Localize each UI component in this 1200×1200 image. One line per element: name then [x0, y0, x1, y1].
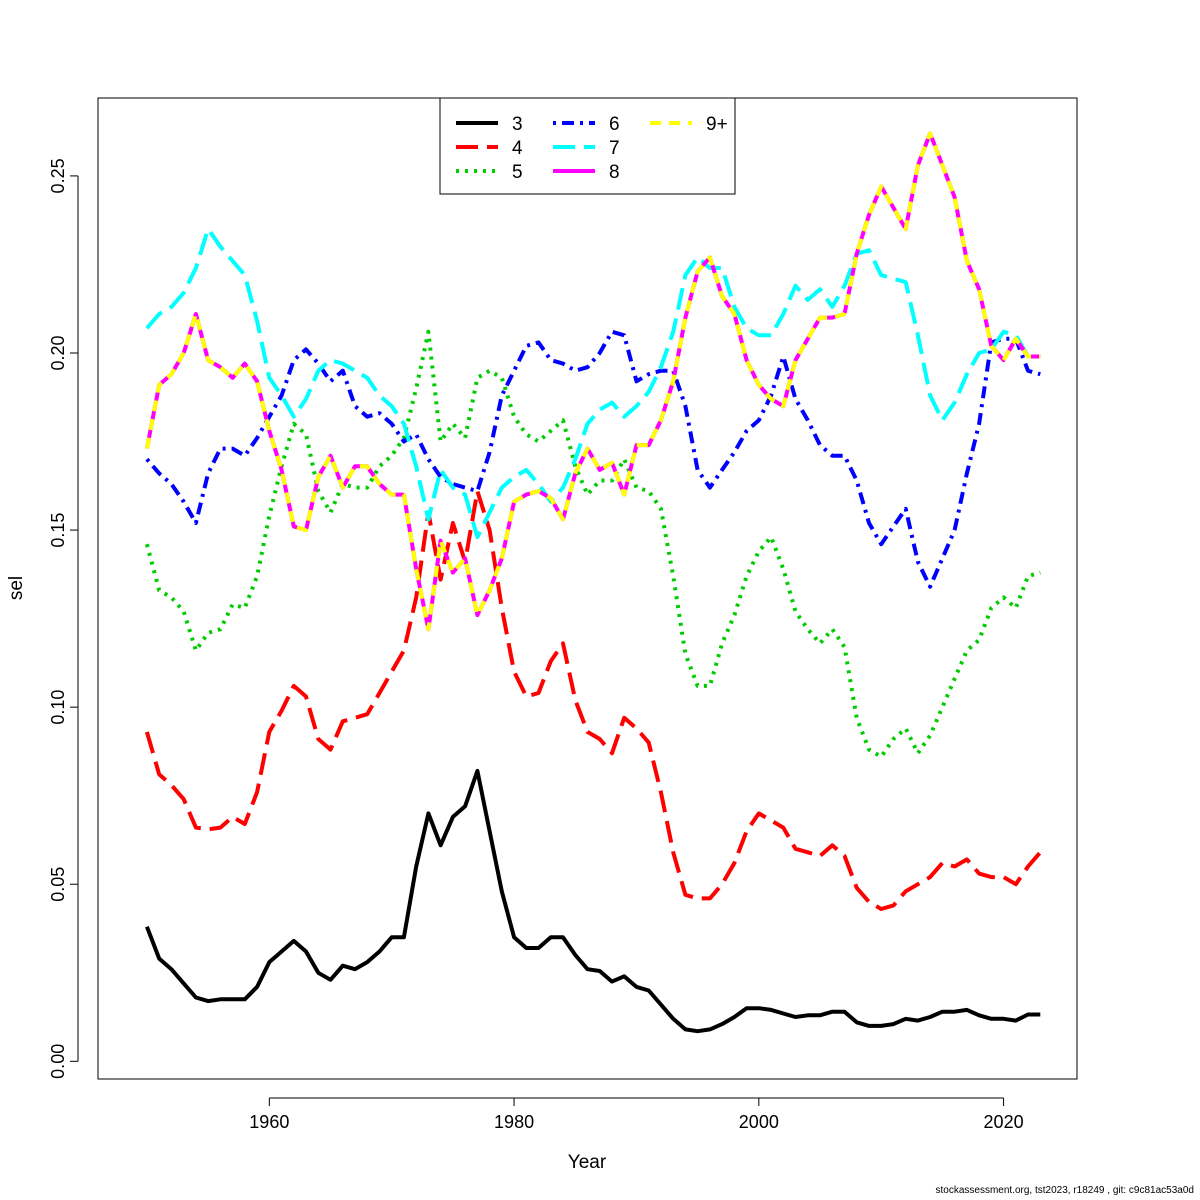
series-line-5: [144, 329, 1041, 759]
y-tick-label: 0.00: [48, 1044, 68, 1079]
series-line-8: [144, 131, 1041, 632]
series-line-3: [145, 768, 1041, 1034]
y-axis-title: sel: [6, 576, 27, 600]
series-line-6: [145, 329, 1041, 589]
y-axis: 0.00 0.05 0.10 0.15 0.20 0.25: [48, 158, 79, 1079]
x-axis-title: Year: [568, 1152, 607, 1173]
footer-credit: stockassessment.org, tst2023, r18249 , g…: [935, 1185, 1195, 1196]
y-tick-label: 0.05: [48, 867, 68, 902]
y-tick-label: 0.15: [48, 513, 68, 548]
legend-label: 6: [609, 114, 620, 135]
legend-label: 5: [512, 162, 523, 183]
series-line-9plus: [144, 131, 1041, 632]
legend-label: 9+: [706, 114, 728, 135]
y-tick-label: 0.25: [48, 158, 68, 193]
legend-label: 7: [609, 138, 620, 159]
x-tick-label: 2020: [984, 1112, 1024, 1132]
x-tick-label: 1960: [249, 1112, 289, 1132]
legend-label: 4: [512, 138, 523, 159]
x-tick-label: 1980: [494, 1112, 534, 1132]
y-tick-label: 0.20: [48, 335, 68, 370]
x-axis: 1960 1980 2000 2020: [249, 1097, 1024, 1132]
legend-label: 3: [512, 114, 523, 135]
y-tick-label: 0.10: [48, 690, 68, 725]
series-line-4: [144, 489, 1042, 911]
series-line-7: [145, 227, 1041, 540]
legend-label: 8: [609, 162, 620, 183]
legend: 3 4 5 6 7 8 9+: [439, 97, 736, 195]
x-tick-label: 2000: [739, 1112, 779, 1132]
series-lines: [144, 131, 1042, 1034]
